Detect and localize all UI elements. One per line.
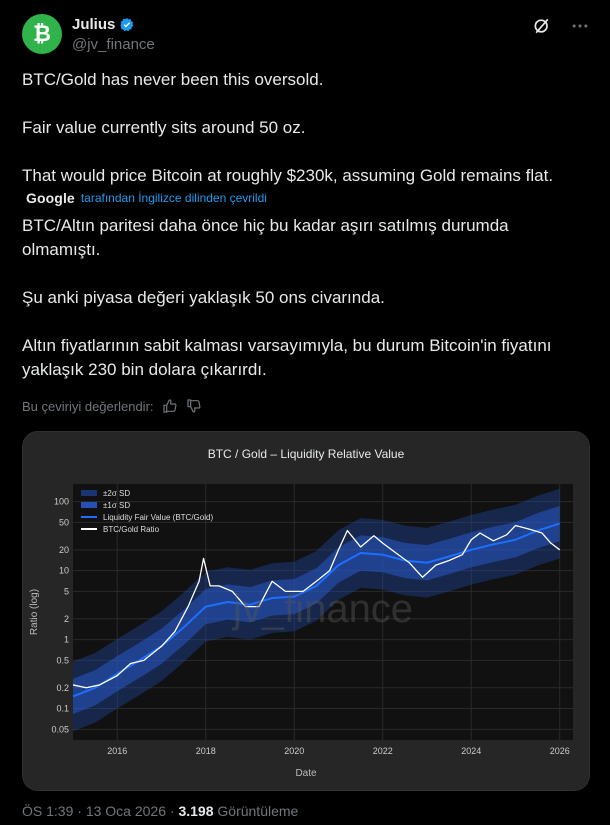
x-tick-label: 2026: [550, 746, 570, 756]
chart-title: BTC / Gold – Liquidity Relative Value: [208, 447, 405, 461]
sd-band: [73, 488, 560, 732]
band-2sd: [73, 488, 560, 732]
legend-label: Liquidity Fair Value (BTC/Gold): [103, 513, 213, 522]
legend-label: ±1σ SD: [103, 501, 130, 510]
translation-label[interactable]: tarafından İngilizce dilinden çevrildi: [80, 191, 267, 205]
btc-gold-ratio-line: [72, 524, 561, 689]
x-tick-label: 2018: [196, 746, 216, 756]
y-tick-label: 2: [64, 614, 69, 624]
band-1sd: [73, 505, 560, 715]
x-tick-label: 2020: [284, 746, 304, 756]
series-lines: [72, 522, 561, 698]
legend-label: ±2σ SD: [103, 489, 130, 498]
translation-attribution[interactable]: Google tarafından İngilizce dilinden çev…: [26, 190, 267, 206]
y-tick-label: 1: [64, 635, 69, 645]
watermark: jv_finance: [232, 587, 413, 631]
avatar[interactable]: ₿: [22, 14, 62, 54]
chart-image[interactable]: BTC / Gold – Liquidity Relative Value jv…: [22, 431, 590, 791]
thumbs-down-icon[interactable]: [186, 398, 202, 414]
x-tick-label: 2024: [461, 746, 481, 756]
x-tick-label: 2016: [107, 746, 127, 756]
user-name-row[interactable]: Julius: [72, 16, 135, 33]
legend: ±2σ SD ±1σ SD Liquidity Fair Value (BTC/Go…: [81, 489, 213, 534]
y-tick-label: 5: [64, 586, 69, 596]
view-count: 3.198: [178, 803, 214, 819]
y-tick-label: 10: [59, 566, 69, 576]
chart: BTC / Gold – Liquidity Relative Value jv…: [23, 432, 589, 790]
google-logo: Google: [26, 190, 75, 206]
y-tick-label: 0.1: [56, 704, 69, 714]
grok-icon[interactable]: [532, 16, 552, 36]
y-tick-label: 50: [59, 517, 69, 527]
post-date[interactable]: 13 Oca 2026: [85, 803, 166, 819]
x-axis-label: Date: [295, 768, 317, 779]
translated-text: BTC/Altın paritesi daha önce hiç bu kada…: [22, 214, 582, 382]
translated-paragraph: BTC/Altın paritesi daha önce hiç bu kada…: [22, 216, 509, 259]
sd-band: [73, 505, 560, 715]
y-tick-label: 100: [54, 497, 69, 507]
rate-translation: Bu çeviriyi değerlendir:: [22, 398, 202, 414]
translated-paragraph: Altın fiyatlarının sabit kalması varsayı…: [22, 336, 552, 379]
post-text: BTC/Gold has never been this oversold. F…: [22, 68, 582, 188]
x-tick-label: 2022: [373, 746, 393, 756]
user-name[interactable]: Julius: [72, 16, 116, 33]
thumbs-up-icon[interactable]: [162, 398, 178, 414]
y-tick-labels: 0.05 0.1 0.2 0.5 1 2 5 10 20 50 100: [51, 497, 69, 735]
more-icon[interactable]: [570, 16, 590, 36]
plot-area: [73, 484, 573, 740]
legend-label: BTC/Gold Ratio: [103, 525, 160, 534]
y-tick-label: 0.05: [51, 724, 69, 734]
legend-swatch: [81, 490, 97, 496]
views-label: Görüntüleme: [217, 803, 299, 819]
y-tick-label: 0.5: [56, 655, 69, 665]
legend-swatch: [81, 502, 97, 508]
grid: [73, 484, 573, 740]
translated-paragraph: Şu anki piyasa değeri yaklaşık 50 ons ci…: [22, 288, 385, 307]
post-meta: ÖS 1:39 · 13 Oca 2026 · 3.198 Görüntülem…: [22, 803, 299, 819]
rate-translation-label: Bu çeviriyi değerlendir:: [22, 398, 154, 414]
post-paragraph: That would price Bitcoin at roughly $230…: [22, 166, 554, 185]
user-handle[interactable]: @jv_finance: [72, 36, 155, 53]
fair-value-line: [72, 522, 561, 698]
post-time[interactable]: ÖS 1:39: [22, 803, 74, 819]
y-axis-label: Ratio (log): [29, 589, 40, 635]
x-tick-labels: 2016 2018 2020 2022 2024 2026: [107, 746, 570, 756]
post-paragraph: Fair value currently sits around 50 oz.: [22, 118, 306, 137]
y-tick-label: 20: [59, 545, 69, 555]
post-paragraph: BTC/Gold has never been this oversold.: [22, 70, 324, 89]
y-tick-label: 0.2: [56, 683, 69, 693]
verified-badge-icon: [120, 17, 134, 31]
